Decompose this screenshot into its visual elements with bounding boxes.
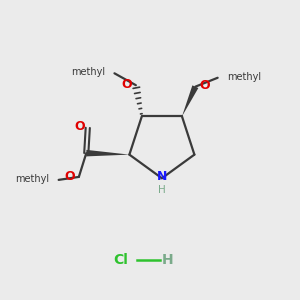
Polygon shape xyxy=(86,150,129,156)
Text: O: O xyxy=(121,78,132,91)
Text: H: H xyxy=(162,253,174,267)
Text: methyl: methyl xyxy=(71,68,105,77)
Text: H: H xyxy=(158,184,166,194)
Text: O: O xyxy=(200,79,210,92)
Text: N: N xyxy=(157,170,167,183)
Text: O: O xyxy=(74,120,85,133)
Text: Cl: Cl xyxy=(113,253,128,267)
Text: methyl: methyl xyxy=(15,174,49,184)
Polygon shape xyxy=(182,85,198,116)
Text: O: O xyxy=(64,169,75,182)
Text: methyl: methyl xyxy=(227,72,261,82)
